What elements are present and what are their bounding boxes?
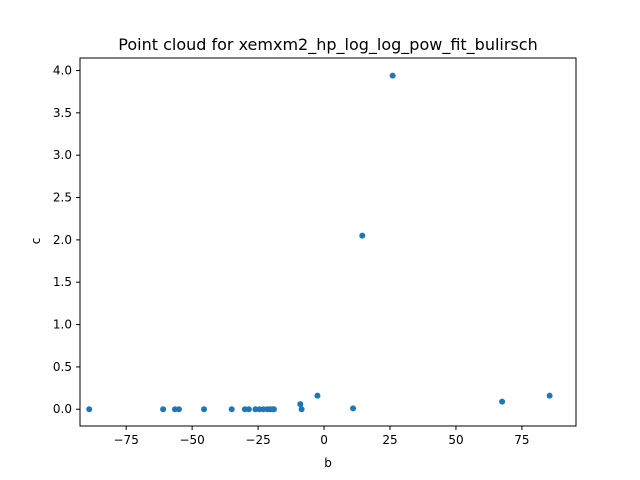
y-tick-label: 3.0 [53,148,72,162]
y-tick-label: 1.0 [53,318,72,332]
data-point [389,72,396,79]
data-point [499,398,506,405]
chart-title: Point cloud for xemxm2_hp_log_log_pow_fi… [118,35,537,55]
x-axis-label: b [324,456,332,470]
data-point [350,405,357,412]
data-point [359,232,366,239]
data-point [314,392,321,399]
data-point [546,392,553,399]
x-tick-label: 75 [514,433,529,447]
y-tick-label: 3.5 [53,106,72,120]
data-point [228,406,235,413]
data-point [175,406,182,413]
x-tick-label: −75 [114,433,139,447]
x-tick-label: 50 [448,433,463,447]
data-point [86,406,93,413]
data-point [245,406,252,413]
plot-area: −75 −50 −25 0 25 50 75 0.0 0.5 1.0 1.5 2.0 2.5 3.0 3.5… [53,57,577,447]
axes-frame [79,57,577,427]
y-tick-label: 1.5 [53,275,72,289]
axis-ticks: −75 −50 −25 0 25 50 75 0.0 0.5 1.0 1.5 2.0 2.5 3.0 3.5… [53,64,530,447]
y-axis-label: c [29,238,43,245]
data-point [298,406,305,413]
y-tick-label: 0.5 [53,360,72,374]
x-tick-label: −25 [245,433,270,447]
x-tick-label: 0 [320,433,328,447]
data-point [160,406,167,413]
data-point [297,401,304,408]
y-tick-label: 2.5 [53,191,72,205]
y-tick-label: 0.0 [53,402,72,416]
x-tick-label: −50 [179,433,204,447]
data-points [86,72,553,413]
y-tick-label: 2.0 [53,233,72,247]
y-tick-label: 4.0 [53,64,72,78]
data-point [201,406,207,413]
data-point [270,406,277,413]
x-tick-label: 25 [382,433,397,447]
